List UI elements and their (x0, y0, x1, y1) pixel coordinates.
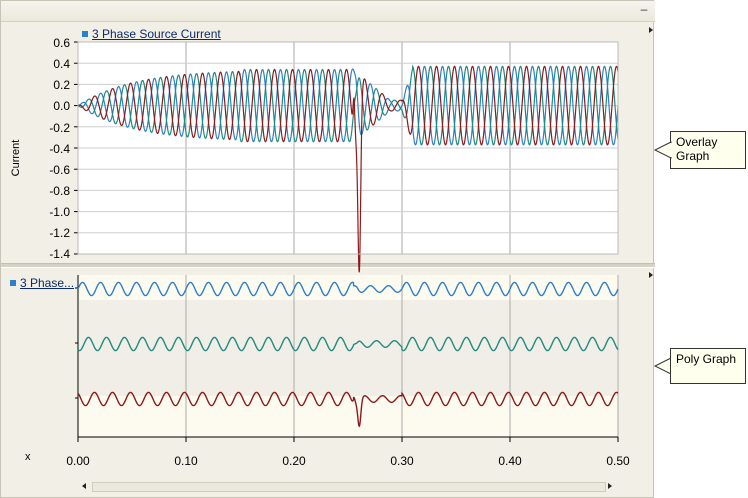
x-tick-label: 0.30 (390, 454, 414, 468)
x-scrollbar[interactable] (78, 479, 618, 493)
poly-phase-b-trace (77, 336, 619, 352)
overlay-phase-c-trace (77, 65, 619, 273)
x-tick-label: 0.20 (282, 454, 306, 468)
x-tick-label: 0.00 (66, 454, 90, 468)
y-tick-label: 0.2 (53, 78, 70, 92)
poly-phase-c-trace (77, 391, 619, 428)
overlay-graph[interactable] (74, 41, 619, 273)
poly-graph-callout: Poly Graph (670, 348, 746, 384)
graph-title-bar (1, 1, 655, 22)
poly-menu-arrow-icon[interactable] (649, 272, 653, 278)
overlay-callout-line1: Overlay (676, 135, 718, 149)
graph-splitter[interactable] (1, 263, 655, 268)
y-tick-label: -1.0 (49, 205, 70, 219)
y-tick-label: 0.6 (53, 36, 70, 50)
poly-legend: 3 Phase... (10, 276, 74, 290)
overlay-phase-a-trace (77, 65, 619, 146)
y-tick-label: -0.6 (49, 163, 70, 177)
minimize-button[interactable]: – (640, 2, 648, 16)
overlay-legend-swatch (82, 31, 88, 37)
poly-phase-a-trace (77, 281, 619, 297)
overlay-callout-line2: Graph (676, 149, 710, 163)
y-tick-label: -0.4 (49, 142, 70, 156)
x-tick-label: 0.50 (606, 454, 630, 468)
scroll-left-icon[interactable] (82, 483, 86, 489)
overlay-menu-arrow-icon[interactable] (649, 27, 653, 33)
overlay-graph-callout: Overlay Graph (670, 131, 746, 169)
scroll-right-icon[interactable] (608, 483, 612, 489)
overlay-phase-b-trace (77, 64, 619, 146)
overlay-legend: 3 Phase Source Current (82, 27, 221, 41)
y-tick-label: -1.2 (49, 226, 70, 240)
overlay-frame (77, 41, 619, 255)
x-axis-label: x (25, 451, 31, 463)
poly-graph[interactable] (75, 275, 619, 442)
poly-legend-link[interactable]: 3 Phase... (20, 276, 75, 290)
y-tick-label: -0.8 (49, 184, 70, 198)
poly-legend-swatch (10, 280, 16, 286)
y-tick-label: 0.0 (53, 99, 70, 113)
y-tick-label: 0.4 (53, 57, 70, 71)
y-tick-label: -0.2 (49, 121, 70, 135)
scroll-thumb[interactable] (92, 482, 606, 492)
x-tick-label: 0.10 (174, 454, 198, 468)
x-tick-label: 0.40 (498, 454, 522, 468)
poly-band (79, 300, 617, 396)
y-tick-label: -1.4 (49, 247, 70, 261)
poly-callout-label: Poly Graph (676, 352, 737, 366)
overlay-legend-link[interactable]: 3 Phase Source Current (92, 27, 221, 41)
